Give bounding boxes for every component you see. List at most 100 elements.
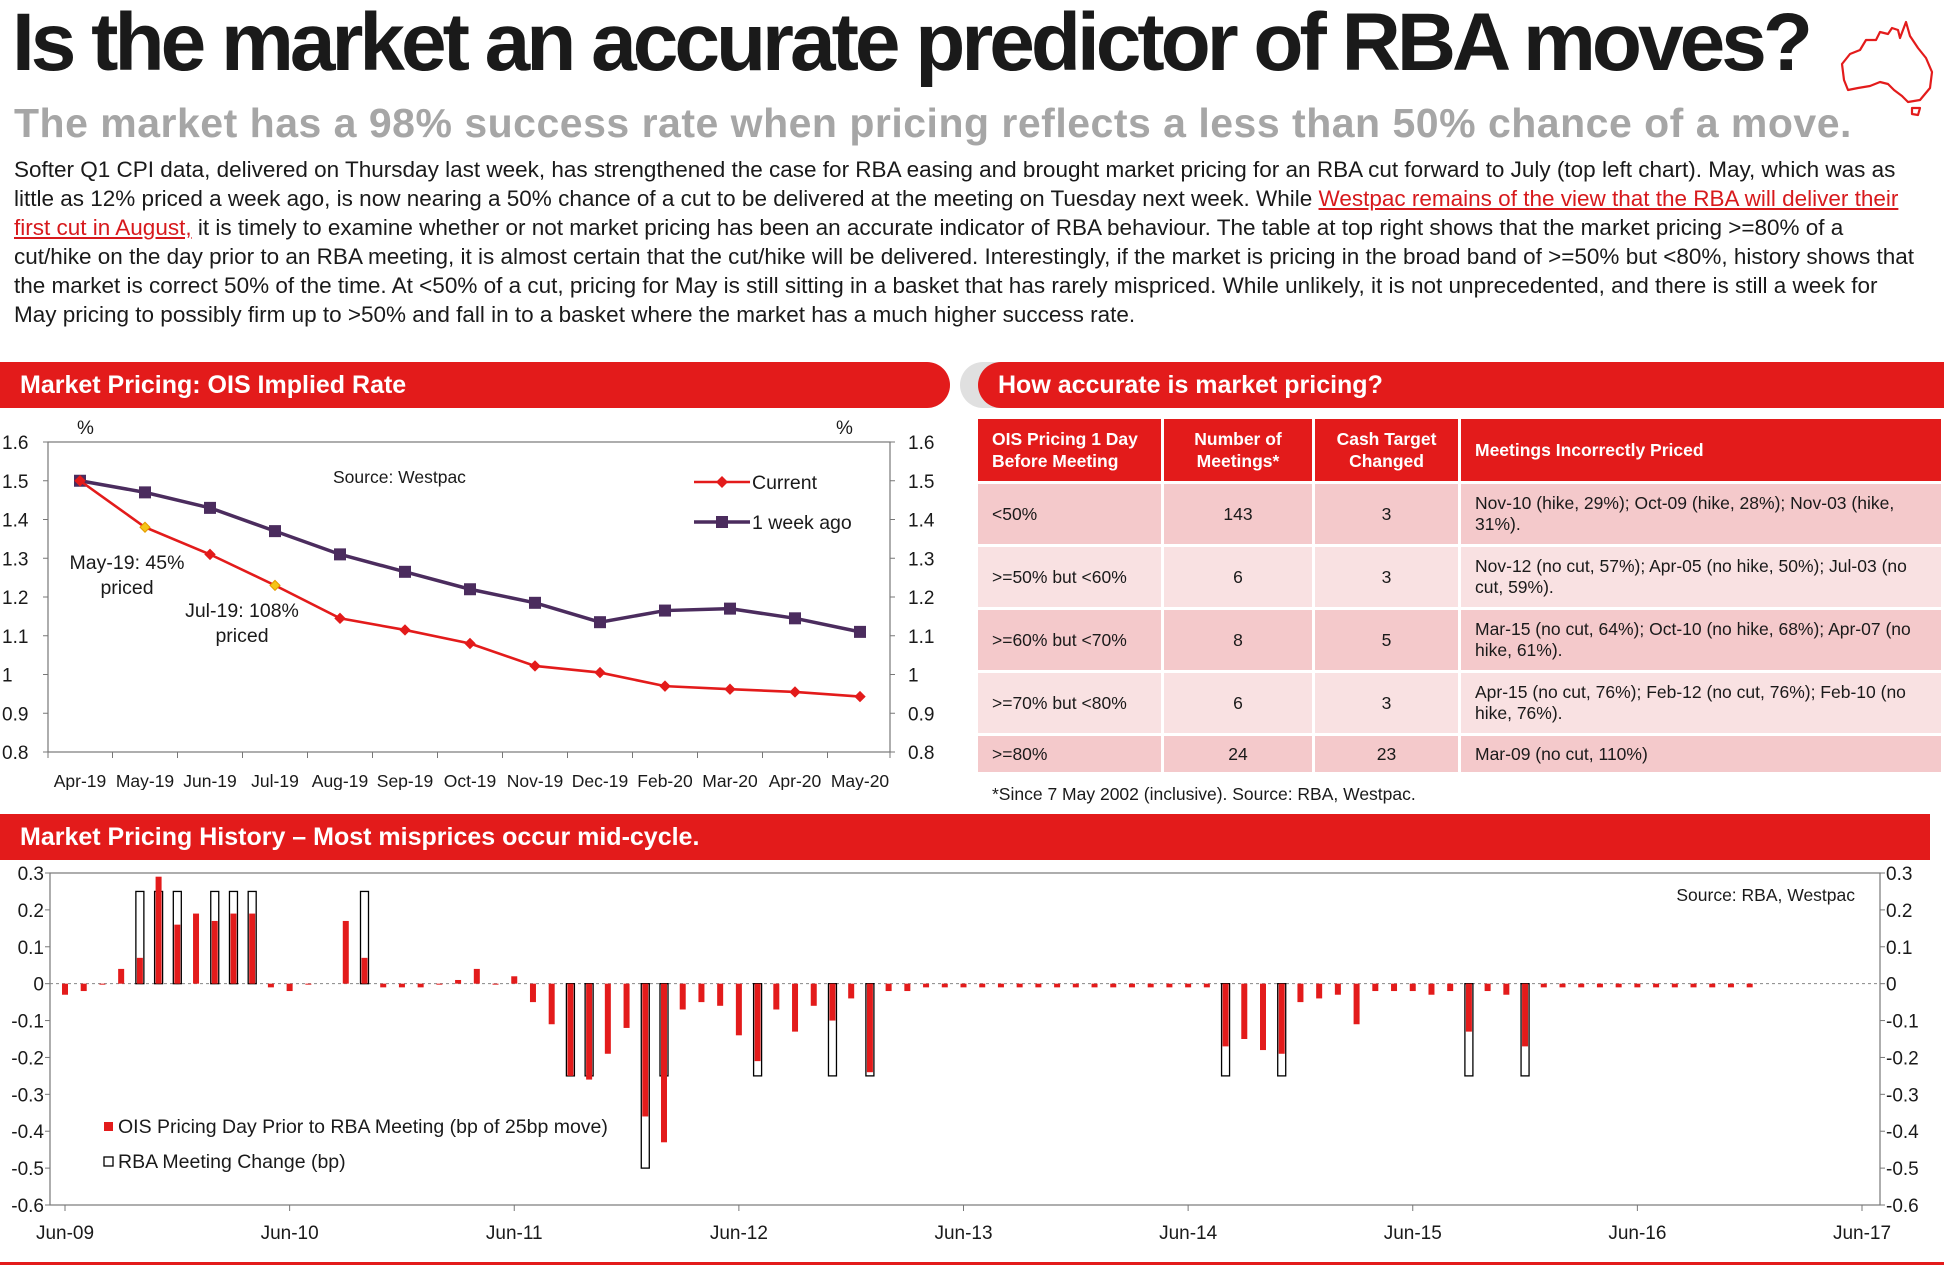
y-tick-label-left: 0.8 [2, 743, 28, 764]
data-point-week-ago [204, 501, 216, 514]
bar-ois-pricing [118, 968, 125, 984]
legend-label-week-ago: 1 week ago [752, 512, 852, 534]
data-point-week-ago [399, 565, 411, 578]
x-tick-label: Jun-09 [36, 1223, 94, 1244]
y-tick-label-left: -0.4 [11, 1122, 44, 1143]
bar-ois-pricing [717, 983, 724, 1006]
y-tick-label-right: -0.4 [1886, 1122, 1919, 1143]
table-row: >=80% 24 23 Mar-09 (no cut, 110%) [978, 736, 1941, 772]
y-tick-label-right: 0.2 [1886, 901, 1912, 922]
bar-ois-pricing [193, 913, 200, 984]
y-tick-label-left: 0.3 [18, 864, 44, 885]
bar-ois-pricing [792, 983, 799, 1032]
bar-ois-pricing [286, 983, 293, 992]
annotation-may19: May-19: 45% [70, 552, 185, 574]
bar-ois-pricing [1222, 983, 1229, 1047]
legend-label-ois: OIS Pricing Day Prior to RBA Meeting (bp… [118, 1116, 608, 1138]
bar-ois-pricing [1316, 983, 1323, 999]
cell-incorrect: Nov-10 (hike, 29%); Oct-09 (hike, 28%); … [1461, 484, 1941, 544]
legend-label-rba: RBA Meeting Change (bp) [118, 1151, 346, 1173]
x-tick-label: May-20 [831, 771, 890, 790]
cell-changed: 3 [1315, 484, 1458, 544]
bar-ois-pricing [249, 913, 256, 984]
plot-frame [47, 441, 891, 753]
bar-ois-pricing [62, 983, 68, 995]
y-axis-unit-left: % [77, 418, 94, 439]
bar-ois-pricing [1091, 983, 1098, 988]
bar-ois-pricing [1391, 983, 1398, 992]
y-tick-label-right: 0.8 [908, 743, 934, 764]
y-tick-label-right: 1.4 [908, 511, 935, 532]
bar-ois-pricing [1147, 983, 1154, 988]
y-tick-label-left: -0.3 [11, 1085, 44, 1106]
bar-ois-pricing [1409, 983, 1416, 992]
table-header-row: OIS Pricing 1 Day Before Meeting Number … [978, 419, 1941, 481]
bar-ois-pricing [1634, 983, 1641, 988]
bar-ois-pricing [848, 983, 855, 999]
col-ois-pricing: OIS Pricing 1 Day Before Meeting [978, 419, 1161, 481]
bar-ois-pricing [735, 983, 742, 1036]
accuracy-table: OIS Pricing 1 Day Before Meeting Number … [975, 416, 1944, 775]
x-tick-label: Jul-19 [251, 771, 299, 790]
bar-ois-pricing [1671, 983, 1678, 988]
cell-changed: 3 [1315, 547, 1458, 607]
bar-ois-pricing [661, 983, 667, 1143]
legend-label-current: Current [752, 472, 818, 494]
col-number-meetings: Number of Meetings* [1164, 419, 1312, 481]
data-point-week-ago [139, 486, 151, 499]
chart-source: Source: Westpac [333, 467, 466, 487]
y-tick-label-right: 0.9 [908, 704, 934, 725]
bar-ois-pricing [1353, 983, 1360, 1025]
bar-ois-pricing [1503, 983, 1510, 995]
westpac-view-link[interactable]: Westpac remains of the view that the RBA… [14, 186, 1899, 240]
x-tick-label: Sep-19 [377, 771, 433, 790]
x-tick-label: Jun-10 [261, 1223, 319, 1244]
y-tick-label-right: 1.5 [908, 472, 934, 493]
bar-ois-pricing [1727, 983, 1734, 988]
bar-ois-pricing [567, 983, 574, 1076]
bar-ois-pricing [810, 983, 817, 1006]
y-tick-label-left: 0.1 [18, 938, 44, 959]
data-point-current [789, 686, 801, 698]
y-tick-label-right: 0 [1886, 975, 1897, 996]
x-tick-label: Jun-13 [934, 1223, 992, 1244]
data-point-current [529, 660, 541, 672]
bar-ois-pricing [979, 983, 986, 988]
bar-ois-pricing [1035, 983, 1042, 988]
table-row: >=60% but <70% 8 5 Mar-15 (no cut, 64%);… [978, 610, 1941, 670]
bar-ois-pricing [866, 983, 873, 1073]
bar-ois-pricing [529, 983, 536, 1003]
y-tick-label-right: 1.2 [908, 588, 934, 609]
history-panel-title: Market Pricing History – Most misprices … [0, 814, 1930, 860]
intro-paragraph: Softer Q1 CPI data, delivered on Thursda… [14, 155, 1919, 329]
annotation-may19-line2: priced [100, 577, 153, 599]
cell-meetings: 24 [1164, 736, 1312, 772]
data-point-current [334, 612, 346, 625]
ois-implied-rate-chart: 0.8 0.8 0.9 0.9 1 1 1.1 1.1 1.2 1.2 1.3 1.3 1.4 1.4 1.… [2, 418, 935, 790]
y-tick-label-left: 0.9 [2, 704, 28, 725]
cell-meetings: 8 [1164, 610, 1312, 670]
data-point-current [204, 548, 216, 561]
cell-incorrect: Mar-09 (no cut, 110%) [1461, 736, 1941, 772]
bar-ois-pricing [586, 983, 593, 1080]
table-footnote: *Since 7 May 2002 (inclusive). Source: R… [992, 784, 1416, 804]
y-tick-label-right: 0.1 [1886, 938, 1912, 959]
bar-ois-pricing [1278, 983, 1285, 1054]
x-tick-label: Apr-20 [769, 771, 822, 790]
y-tick-label-right: -0.3 [1886, 1085, 1919, 1106]
bar-ois-pricing [1428, 983, 1435, 995]
page-subtitle: The market has a 98% success rate when p… [14, 100, 1852, 146]
data-point-current [74, 475, 86, 487]
bar-ois-pricing [1260, 983, 1266, 1051]
bar-ois-pricing [623, 983, 630, 1028]
data-point-week-ago [529, 596, 541, 609]
legend-marker-week-ago [716, 516, 728, 528]
y-axis-unit-right: % [836, 418, 853, 439]
data-point-current [594, 666, 606, 679]
bar-ois-pricing [1653, 983, 1660, 988]
cell-meetings: 6 [1164, 673, 1312, 733]
cell-band: >=70% but <80% [978, 673, 1161, 733]
legend-marker-current [716, 476, 728, 488]
y-tick-label-right: -0.6 [1886, 1196, 1919, 1217]
annotation-jul19: Jul-19: 108% [185, 600, 299, 622]
